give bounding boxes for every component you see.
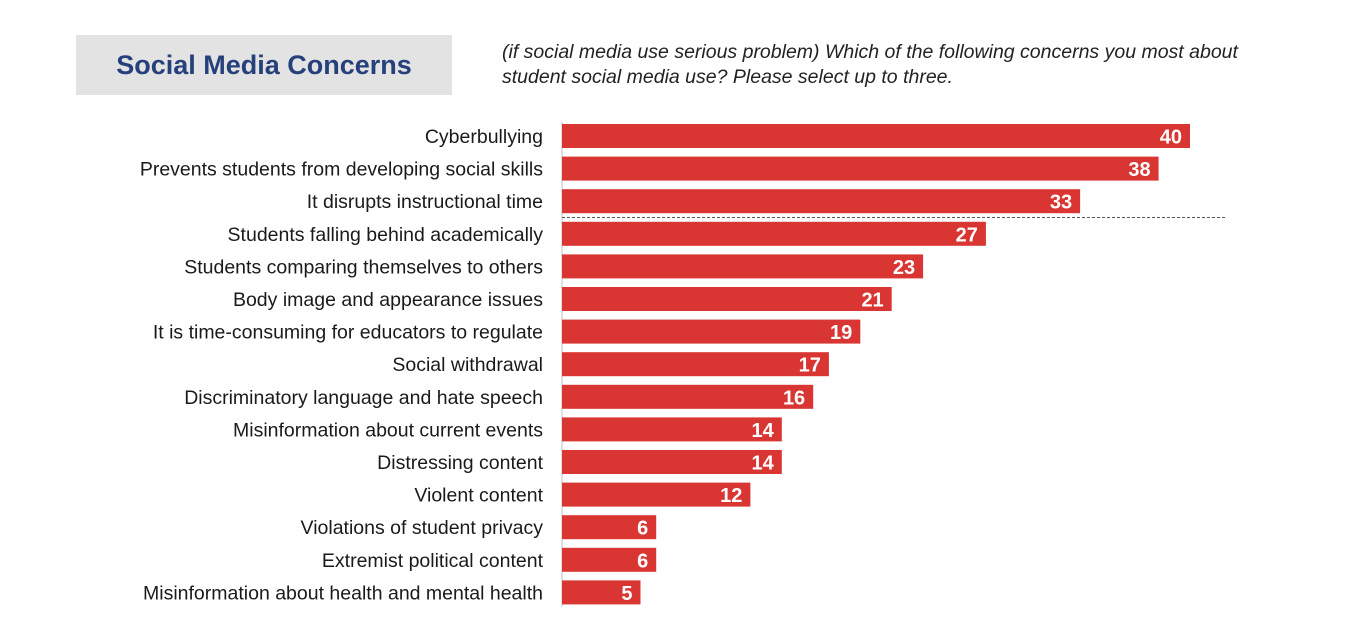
bar <box>562 417 782 442</box>
chart-question: (if social media use serious problem) Wh… <box>502 41 1238 88</box>
bar <box>562 547 657 572</box>
category-label: Violent content <box>414 485 543 507</box>
bar <box>562 189 1081 214</box>
data-label: 40 <box>1160 127 1182 149</box>
category-label: It is time-consuming for educators to re… <box>153 322 543 344</box>
category-label: Violations of student privacy <box>301 517 544 539</box>
category-label: Social withdrawal <box>392 354 543 376</box>
data-label: 6 <box>637 550 648 572</box>
data-label: 38 <box>1128 159 1150 181</box>
data-label: 6 <box>637 518 648 540</box>
bar <box>562 482 751 507</box>
category-label: Students comparing themselves to others <box>184 256 543 278</box>
category-label: Body image and appearance issues <box>233 289 543 311</box>
data-label: 14 <box>752 420 775 442</box>
category-label: Prevents students from developing social… <box>140 159 543 181</box>
data-label: 14 <box>752 453 775 475</box>
category-label: Distressing content <box>377 452 543 474</box>
bar <box>562 352 829 377</box>
data-label: 33 <box>1050 192 1072 214</box>
data-label: 27 <box>956 224 978 246</box>
bar <box>562 384 814 409</box>
category-label: Misinformation about current events <box>233 419 543 441</box>
data-label: 12 <box>720 485 742 507</box>
data-label: 19 <box>830 322 852 344</box>
bar <box>562 319 861 344</box>
data-label: 23 <box>893 257 915 279</box>
category-label: It disrupts instructional time <box>307 191 543 213</box>
bar <box>562 156 1159 181</box>
data-label: 5 <box>621 583 632 605</box>
data-label: 17 <box>799 355 821 377</box>
chart-title: Social Media Concerns <box>116 49 412 80</box>
bar <box>562 515 657 540</box>
bar <box>562 580 641 605</box>
category-label: Discriminatory language and hate speech <box>184 387 543 409</box>
bar <box>562 287 892 311</box>
category-label: Misinformation about health and mental h… <box>143 582 543 604</box>
bar <box>562 450 782 474</box>
category-label: Extremist political content <box>322 550 544 572</box>
bar <box>562 221 986 246</box>
category-label: Cyberbullying <box>425 126 543 148</box>
data-label: 21 <box>861 290 883 312</box>
bar <box>562 124 1190 148</box>
data-label: 16 <box>783 387 805 409</box>
category-label: Students falling behind academically <box>228 224 544 246</box>
bar <box>562 254 924 279</box>
title-box: Social Media Concerns <box>76 35 452 95</box>
